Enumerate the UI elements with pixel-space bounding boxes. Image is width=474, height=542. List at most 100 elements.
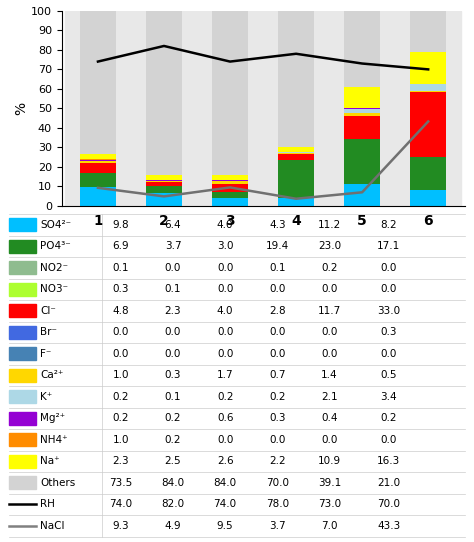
- Text: 9.8: 9.8: [112, 220, 129, 230]
- Text: 0.0: 0.0: [321, 285, 337, 294]
- Text: K⁺: K⁺: [40, 392, 53, 402]
- Text: 0.7: 0.7: [269, 370, 285, 380]
- Bar: [146, 193, 182, 206]
- Text: 0.1: 0.1: [165, 285, 181, 294]
- Text: 8.2: 8.2: [380, 220, 397, 230]
- Bar: [146, 11, 182, 175]
- Text: NO3⁻: NO3⁻: [40, 285, 68, 294]
- Text: 0.0: 0.0: [381, 263, 397, 273]
- Text: 23.0: 23.0: [318, 241, 341, 251]
- Text: 3.7: 3.7: [164, 241, 182, 251]
- Y-axis label: %: %: [14, 102, 28, 115]
- Text: 2.6: 2.6: [217, 456, 234, 466]
- Text: 0.0: 0.0: [381, 435, 397, 445]
- Text: 70.0: 70.0: [266, 478, 289, 488]
- Bar: [278, 154, 314, 159]
- Bar: [146, 182, 182, 186]
- Text: 0.3: 0.3: [113, 285, 129, 294]
- Text: 0.2: 0.2: [165, 435, 181, 445]
- Text: 0.0: 0.0: [321, 349, 337, 359]
- Text: 3.4: 3.4: [380, 392, 397, 402]
- Text: 0.2: 0.2: [269, 392, 285, 402]
- Bar: [410, 52, 447, 83]
- Text: 0.0: 0.0: [381, 285, 397, 294]
- Text: Na⁺: Na⁺: [40, 456, 60, 466]
- Bar: [212, 179, 248, 181]
- Text: 0.0: 0.0: [321, 435, 337, 445]
- Bar: [80, 163, 116, 172]
- Text: NO2⁻: NO2⁻: [40, 263, 68, 273]
- Text: NaCl: NaCl: [40, 521, 65, 531]
- Bar: [197, 11, 263, 206]
- Bar: [212, 184, 248, 192]
- Text: 0.1: 0.1: [113, 263, 129, 273]
- Bar: [278, 153, 314, 154]
- Text: 43.3: 43.3: [377, 521, 401, 531]
- Bar: [410, 84, 447, 91]
- Text: 82.0: 82.0: [162, 499, 184, 509]
- Text: F⁻: F⁻: [40, 349, 52, 359]
- Bar: [410, 190, 447, 206]
- Text: 0.0: 0.0: [217, 263, 233, 273]
- Bar: [146, 186, 182, 193]
- Bar: [395, 11, 461, 206]
- Text: 0.0: 0.0: [113, 327, 129, 337]
- Text: 0.0: 0.0: [269, 349, 285, 359]
- Text: 0.1: 0.1: [165, 392, 181, 402]
- Bar: [410, 91, 447, 92]
- Text: 19.4: 19.4: [265, 241, 289, 251]
- Text: 0.2: 0.2: [113, 414, 129, 423]
- Bar: [329, 11, 395, 206]
- Bar: [344, 108, 380, 109]
- Bar: [80, 154, 116, 159]
- Text: 0.0: 0.0: [217, 285, 233, 294]
- Text: Mg²⁺: Mg²⁺: [40, 414, 65, 423]
- Text: 73.5: 73.5: [109, 478, 133, 488]
- Text: Cl⁻: Cl⁻: [40, 306, 56, 316]
- Text: Ca²⁺: Ca²⁺: [40, 370, 64, 380]
- Text: 0.0: 0.0: [269, 435, 285, 445]
- Bar: [344, 139, 380, 184]
- Bar: [65, 11, 131, 206]
- Bar: [410, 157, 447, 190]
- Bar: [344, 184, 380, 206]
- Bar: [80, 11, 116, 154]
- Text: 3.0: 3.0: [217, 241, 233, 251]
- Text: 0.2: 0.2: [165, 414, 181, 423]
- Text: 0.2: 0.2: [217, 392, 233, 402]
- Bar: [146, 181, 182, 182]
- Text: 0.3: 0.3: [381, 327, 397, 337]
- Text: 39.1: 39.1: [318, 478, 341, 488]
- Bar: [212, 11, 248, 175]
- Text: 11.2: 11.2: [318, 220, 341, 230]
- Text: 4.8: 4.8: [112, 306, 129, 316]
- Text: 4.0: 4.0: [217, 306, 233, 316]
- Text: 74.0: 74.0: [214, 499, 237, 509]
- Text: 73.0: 73.0: [318, 499, 341, 509]
- Text: PO4³⁻: PO4³⁻: [40, 241, 71, 251]
- Text: 21.0: 21.0: [377, 478, 400, 488]
- Bar: [80, 187, 116, 206]
- Text: 6.9: 6.9: [112, 241, 129, 251]
- Text: 2.5: 2.5: [164, 456, 182, 466]
- Bar: [410, 92, 447, 157]
- Text: 0.3: 0.3: [269, 414, 285, 423]
- Bar: [410, 11, 447, 52]
- Bar: [344, 113, 380, 116]
- Text: 0.2: 0.2: [321, 263, 337, 273]
- Bar: [278, 11, 314, 147]
- Text: 78.0: 78.0: [266, 499, 289, 509]
- Bar: [80, 173, 116, 187]
- Text: 84.0: 84.0: [162, 478, 184, 488]
- Text: Br⁻: Br⁻: [40, 327, 57, 337]
- Text: 2.2: 2.2: [269, 456, 286, 466]
- Text: 0.4: 0.4: [321, 414, 337, 423]
- Text: Others: Others: [40, 478, 75, 488]
- Bar: [264, 11, 329, 206]
- Text: 0.0: 0.0: [113, 349, 129, 359]
- Bar: [131, 11, 197, 206]
- Text: 0.5: 0.5: [381, 370, 397, 380]
- Bar: [278, 147, 314, 152]
- Bar: [212, 175, 248, 179]
- Text: 16.3: 16.3: [377, 456, 401, 466]
